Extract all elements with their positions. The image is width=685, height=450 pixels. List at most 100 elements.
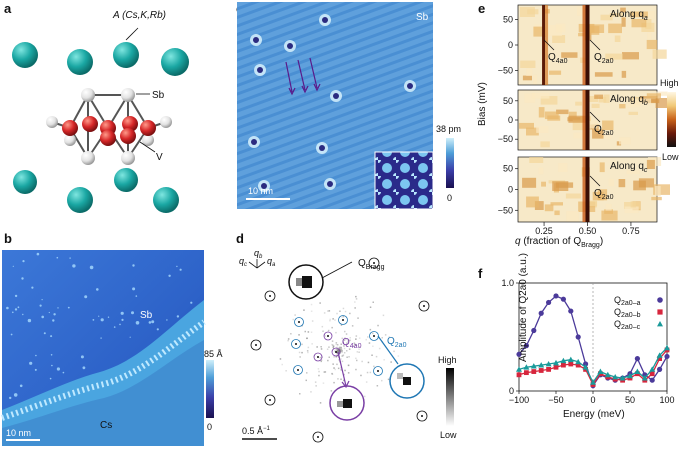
peak-center bbox=[255, 344, 257, 346]
e-texture bbox=[616, 141, 622, 146]
panel-e-letter: e bbox=[478, 1, 485, 16]
e-texture bbox=[555, 23, 566, 33]
e-texture bbox=[614, 35, 621, 42]
adatom bbox=[156, 328, 159, 331]
f-point bbox=[664, 353, 670, 360]
adatom bbox=[148, 321, 152, 324]
bragg-peak bbox=[312, 431, 324, 443]
e-ylabel: Bias (mV) bbox=[477, 82, 488, 126]
f-legend-label: Q2a0–c bbox=[614, 319, 641, 331]
fft-speckle bbox=[336, 350, 338, 352]
bragg-peak bbox=[250, 339, 262, 351]
adatom bbox=[119, 323, 121, 326]
ann-4a0: Q4a0 bbox=[548, 52, 568, 65]
f-point bbox=[590, 379, 596, 385]
fft-speckle bbox=[310, 331, 313, 333]
cdw-2a0-peak bbox=[338, 315, 348, 325]
fft-speckle bbox=[369, 306, 372, 308]
fft-speckle bbox=[317, 368, 320, 370]
e-texture bbox=[588, 200, 598, 206]
adatom bbox=[27, 318, 32, 323]
cdw-2a0-peak bbox=[291, 339, 301, 349]
fft-speckle bbox=[307, 351, 309, 354]
e-texture bbox=[578, 33, 585, 37]
fft-speckle bbox=[298, 351, 301, 354]
fft-speckle bbox=[378, 347, 381, 350]
fft-speckle bbox=[346, 342, 348, 344]
e-texture bbox=[638, 178, 654, 188]
e-ytick-label: −50 bbox=[498, 66, 513, 76]
fft-speckle bbox=[340, 346, 342, 349]
zoom-2a0-peak bbox=[403, 377, 411, 385]
fft-speckle bbox=[341, 355, 343, 357]
f-point bbox=[516, 366, 522, 372]
axis-qb: qb bbox=[254, 248, 263, 260]
fft-speckle bbox=[287, 338, 290, 340]
f-legend-marker bbox=[657, 321, 663, 327]
e-xlabel: q (fraction of QBragg) bbox=[515, 236, 603, 249]
e-texture bbox=[534, 201, 544, 210]
fft-speckle bbox=[332, 345, 335, 347]
f-point bbox=[582, 364, 589, 370]
panel-d-letter: d bbox=[236, 231, 244, 246]
fft-speckle bbox=[323, 312, 326, 314]
fft-speckle bbox=[344, 369, 346, 372]
antimony-atom bbox=[46, 116, 58, 128]
fft-speckle bbox=[358, 348, 360, 350]
e-strips: Along qa Along qb Along qc bbox=[517, 4, 671, 223]
fft-speckle bbox=[340, 348, 343, 350]
fft-speckle bbox=[332, 344, 334, 346]
fft-speckle bbox=[353, 342, 356, 344]
connector bbox=[337, 351, 347, 387]
adatom bbox=[168, 274, 171, 277]
fft-speckle bbox=[331, 373, 334, 375]
fft-speckle bbox=[390, 361, 392, 363]
q2a0-halo bbox=[582, 5, 586, 85]
e-texture bbox=[598, 96, 607, 103]
fft-speckle bbox=[345, 338, 347, 340]
zoom-4a0-peak bbox=[337, 401, 343, 407]
fft-speckle bbox=[298, 334, 300, 336]
e-texture bbox=[568, 111, 577, 119]
zoom-bragg-peak bbox=[302, 276, 312, 288]
e-texture bbox=[599, 162, 605, 173]
fft-speckle bbox=[339, 310, 341, 312]
fft-speckle bbox=[307, 346, 310, 349]
q4a0-halo bbox=[545, 5, 549, 85]
colorbar-e-low: Low bbox=[662, 152, 679, 162]
fft-speckle bbox=[320, 360, 322, 363]
fft-speckle bbox=[299, 356, 301, 358]
adatom bbox=[48, 311, 50, 314]
label-alkali: A (Cs,K,Rb) bbox=[112, 10, 166, 21]
fft-speckle bbox=[310, 310, 313, 312]
alkali-atom bbox=[153, 187, 179, 213]
e-texture bbox=[633, 180, 646, 191]
fft-speckle bbox=[345, 333, 348, 335]
fft-speckle bbox=[281, 363, 283, 366]
peak-center bbox=[295, 343, 297, 345]
e-texture bbox=[519, 122, 534, 129]
f-point bbox=[657, 356, 662, 361]
e-texture bbox=[652, 49, 667, 59]
adatom bbox=[17, 306, 20, 309]
fft-speckle bbox=[331, 372, 333, 375]
colorbar-d bbox=[446, 368, 454, 426]
scale-label-b: 10 nm bbox=[6, 428, 31, 438]
fft-speckle bbox=[382, 314, 385, 317]
fft-speckle bbox=[373, 365, 375, 368]
fft-speckle bbox=[335, 331, 337, 334]
e-texture bbox=[608, 178, 614, 187]
defect-core bbox=[333, 93, 339, 99]
adatom bbox=[9, 396, 12, 400]
zoom-bragg-peak bbox=[296, 278, 302, 286]
alkali-atom bbox=[161, 48, 189, 76]
e-texture bbox=[572, 119, 591, 131]
fft-speckle bbox=[319, 356, 322, 359]
fft-speckle bbox=[315, 385, 317, 387]
f-point bbox=[560, 296, 567, 302]
e-texture bbox=[577, 6, 586, 16]
f-point bbox=[649, 366, 656, 372]
e-texture bbox=[522, 177, 537, 188]
defect-core bbox=[327, 181, 333, 187]
fft-speckle bbox=[293, 370, 296, 373]
